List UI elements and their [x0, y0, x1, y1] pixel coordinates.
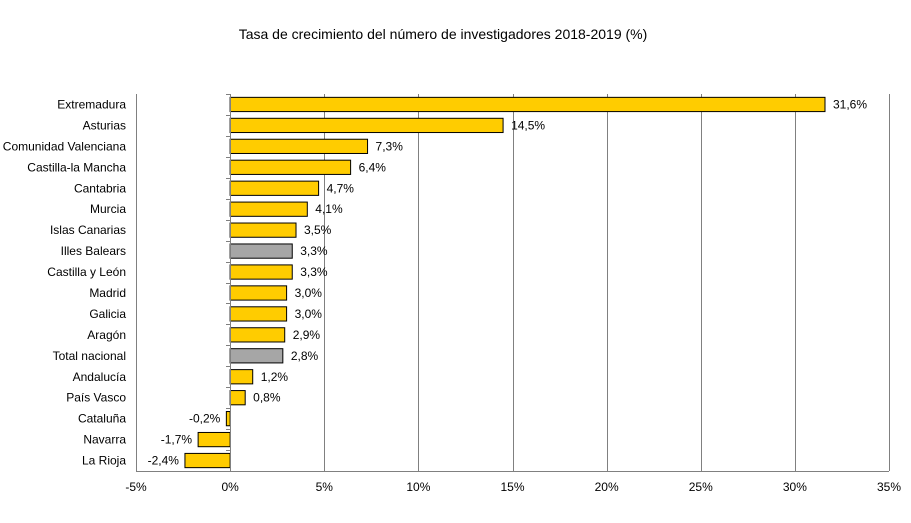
bar [229, 243, 293, 259]
axes [136, 94, 889, 472]
category-label: Illes Balears [61, 244, 126, 258]
bar [229, 264, 293, 280]
bar [229, 201, 308, 217]
bar [229, 369, 254, 385]
category-label: País Vasco [66, 391, 126, 405]
data-label: 2,9% [293, 328, 321, 342]
x-tick-labels: -5% 0% 5% 10% 15% 20% 25% 30% 35% [125, 480, 901, 494]
bar [229, 96, 826, 113]
category-label: Navarra [83, 433, 126, 447]
bar [184, 452, 231, 469]
data-label: 3,3% [300, 244, 328, 258]
bar [229, 159, 352, 175]
x-tick-label: 15% [500, 480, 524, 494]
x-tick-label: 0% [221, 480, 239, 494]
data-label: -2,4% [148, 454, 180, 468]
data-label: 6,4% [359, 160, 387, 174]
category-label: Andalucía [73, 370, 127, 384]
bar [229, 222, 297, 238]
data-label: 3,3% [300, 265, 328, 279]
category-label: Castilla-la Mancha [27, 160, 126, 174]
chart-title: Tasa de crecimiento del número de invest… [238, 26, 648, 42]
data-label: -0,2% [189, 412, 221, 426]
bar [229, 327, 286, 343]
bar [229, 117, 504, 134]
x-tick-label: 35% [877, 480, 901, 494]
category-label: Cantabria [74, 181, 126, 195]
category-label: Total nacional [53, 349, 126, 363]
bar [197, 431, 231, 448]
bar [229, 348, 284, 364]
data-label: 3,0% [295, 307, 323, 321]
x-tick-label: 20% [595, 480, 619, 494]
category-labels: Extremadura Asturias Comunidad Valenciana C… [3, 97, 127, 467]
value-labels: 31,6% 14,5% 7,3% 6,4% 4,7% 4,1% 3,5% 3,3% 3,3% 3,… [148, 97, 868, 467]
bar [229, 180, 320, 196]
bar [229, 390, 246, 406]
data-label: 2,8% [291, 349, 319, 363]
category-label: Cataluña [78, 412, 126, 426]
data-label: 3,5% [304, 223, 332, 237]
x-tick-label: -5% [125, 480, 147, 494]
category-label: Asturias [83, 118, 126, 132]
bar [225, 411, 231, 427]
bar [229, 138, 369, 154]
category-label: Comunidad Valenciana [3, 139, 127, 153]
category-label: Madrid [89, 286, 126, 300]
data-label: 31,6% [833, 97, 867, 111]
category-label: La Rioja [82, 454, 126, 468]
category-label: Aragón [87, 328, 126, 342]
x-tick-label: 5% [316, 480, 334, 494]
data-label: 1,2% [261, 370, 289, 384]
bar [229, 306, 288, 322]
x-tick-label: 30% [783, 480, 807, 494]
category-label: Galicia [89, 307, 126, 321]
bars [184, 96, 826, 469]
category-label: Murcia [90, 202, 126, 216]
x-tick-label: 25% [689, 480, 713, 494]
category-label: Castilla y León [47, 265, 126, 279]
data-label: 4,1% [315, 202, 343, 216]
data-label: 0,8% [253, 391, 281, 405]
bar [229, 285, 288, 301]
data-label: 3,0% [295, 286, 323, 300]
data-label: -1,7% [161, 433, 193, 447]
x-tick-label: 10% [406, 480, 430, 494]
data-label: 14,5% [511, 118, 545, 132]
data-label: 7,3% [376, 139, 404, 153]
category-label: Islas Canarias [50, 223, 126, 237]
category-label: Extremadura [57, 97, 126, 111]
data-label: 4,7% [327, 181, 355, 195]
